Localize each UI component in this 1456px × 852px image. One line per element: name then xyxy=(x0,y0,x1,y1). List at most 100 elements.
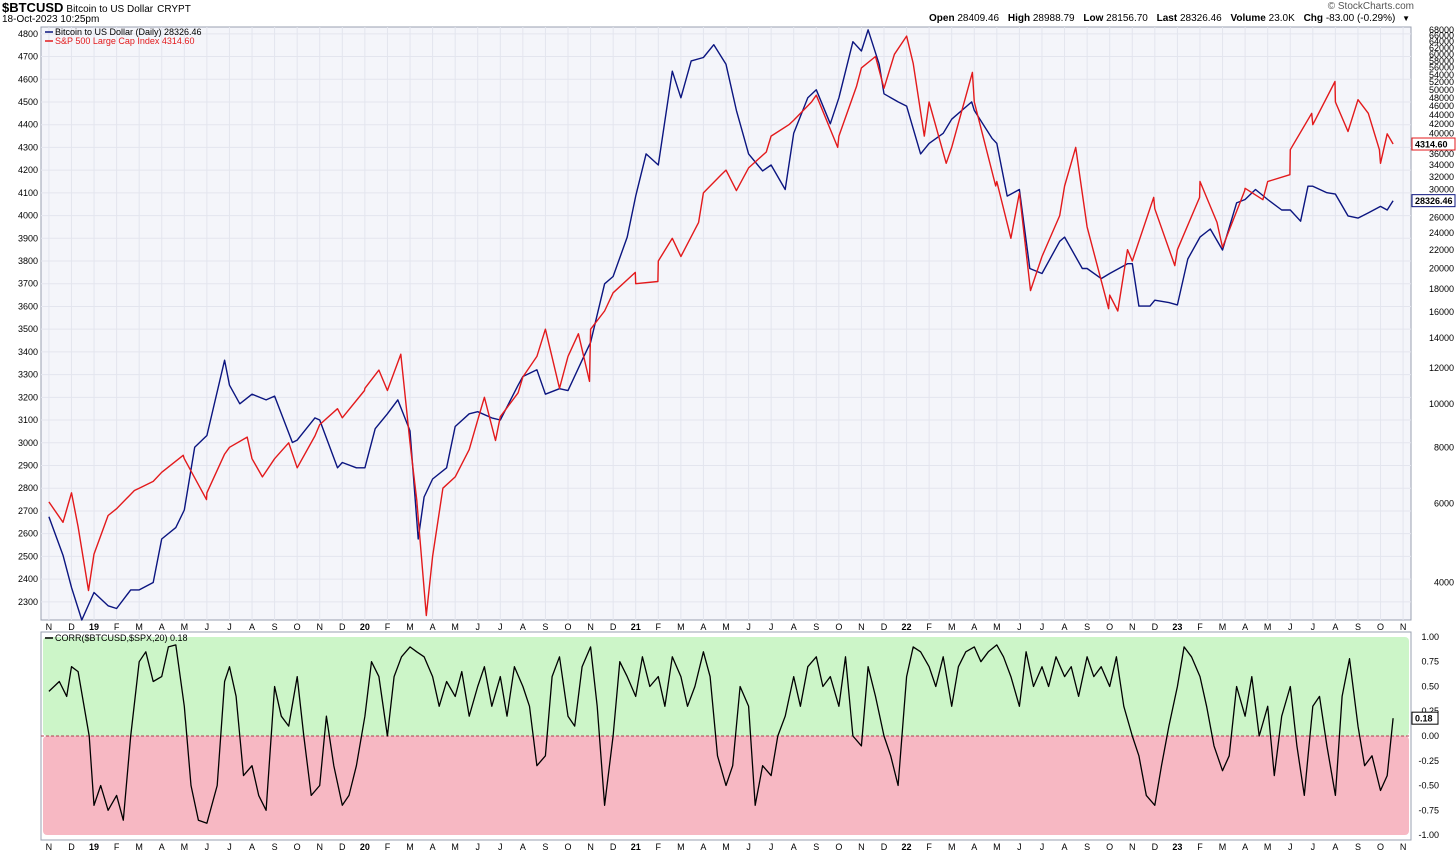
x-tick-label: 23 xyxy=(1172,622,1182,632)
x-tick-label-bottom: M xyxy=(135,842,143,852)
x-tick-label-bottom: N xyxy=(46,842,53,852)
x-tick-label: M xyxy=(135,622,143,632)
left-tick-label: 2800 xyxy=(18,483,38,493)
x-tick-label: J xyxy=(1017,622,1022,632)
right-tick-label: 68000 xyxy=(1429,25,1454,35)
btc-line xyxy=(48,29,1394,621)
x-tick-label: N xyxy=(316,622,323,632)
x-tick-label-bottom: A xyxy=(971,842,977,852)
price-series-lines: 28326.46 4314.60 xyxy=(48,29,1456,621)
x-tick-label-bottom: A xyxy=(1242,842,1248,852)
x-tick-label: A xyxy=(1062,622,1068,632)
x-tick-label-bottom: M xyxy=(181,842,189,852)
x-tick-label: 22 xyxy=(902,622,912,632)
x-tick-label-bottom: M xyxy=(993,842,1001,852)
x-tick-label: N xyxy=(1400,622,1407,632)
x-tick-label: S xyxy=(813,622,819,632)
volume-value: 23.0K xyxy=(1268,13,1295,24)
right-tick-label: 42000 xyxy=(1429,119,1454,129)
x-tick-label: F xyxy=(385,622,391,632)
right-tick-label: 8000 xyxy=(1434,442,1454,452)
left-tick-label: 2700 xyxy=(18,506,38,516)
x-tick-label: 21 xyxy=(631,622,641,632)
left-tick-label: 3000 xyxy=(18,438,38,448)
x-tick-label-bottom: S xyxy=(272,842,278,852)
right-tick-label: 60000 xyxy=(1429,49,1454,59)
x-tick-label-bottom: M xyxy=(948,842,956,852)
x-tick-label-bottom: 23 xyxy=(1172,842,1182,852)
right-tick-label: 4000 xyxy=(1434,577,1454,587)
x-tick-label: A xyxy=(249,622,255,632)
left-tick-label: 3600 xyxy=(18,301,38,311)
x-tick-label-bottom: M xyxy=(1219,842,1227,852)
x-tick-label-bottom: D xyxy=(610,842,617,852)
right-tick-label: 44000 xyxy=(1429,110,1454,120)
left-tick-label: 2300 xyxy=(18,597,38,607)
x-tick-label: J xyxy=(205,622,210,632)
right-tick-label: 48000 xyxy=(1429,93,1454,103)
left-tick-label: 3200 xyxy=(18,392,38,402)
x-tick-label: F xyxy=(114,622,120,632)
left-tick-label: 4200 xyxy=(18,165,38,175)
x-tick-label: M xyxy=(451,622,459,632)
positive-zone xyxy=(43,636,1409,736)
x-tick-label-bottom: A xyxy=(1062,842,1068,852)
left-tick-label: 4600 xyxy=(18,74,38,84)
right-tick-label: 64000 xyxy=(1429,37,1454,47)
right-tick-label: 58000 xyxy=(1429,56,1454,66)
x-tick-label: F xyxy=(656,622,662,632)
x-tick-label-bottom: 20 xyxy=(360,842,370,852)
left-tick-label: 4700 xyxy=(18,52,38,62)
volume-label: Volume xyxy=(1230,13,1266,24)
left-tick-label: 2600 xyxy=(18,529,38,539)
x-tick-label-bottom: S xyxy=(1355,842,1361,852)
x-tick-label: J xyxy=(227,622,232,632)
corr-last-tag: 0.18 xyxy=(1411,711,1439,725)
x-tick-label-bottom: J xyxy=(1311,842,1316,852)
left-tick-label: 2400 xyxy=(18,574,38,584)
x-tick-label-bottom: O xyxy=(835,842,842,852)
x-tick-label-bottom: O xyxy=(1377,842,1384,852)
left-tick-label: 3800 xyxy=(18,256,38,266)
corr-last-tag-box xyxy=(1411,711,1439,725)
x-tick-label: J xyxy=(1311,622,1316,632)
x-tick-label: A xyxy=(430,622,436,632)
left-tick-label: 3900 xyxy=(18,233,38,243)
x-tick-label: A xyxy=(159,622,165,632)
x-tick-label: A xyxy=(791,622,797,632)
low-value: 28156.70 xyxy=(1106,13,1148,24)
x-tick-label: M xyxy=(722,622,730,632)
x-tick-label: D xyxy=(68,622,75,632)
x-tick-label: F xyxy=(1197,622,1203,632)
last-tag-value: 4314.60 xyxy=(1415,140,1448,150)
corr-tick-label: 0.75 xyxy=(1421,657,1439,667)
x-tick-label-bottom: J xyxy=(1040,842,1045,852)
x-tick-label-bottom: M xyxy=(406,842,414,852)
x-tick-label-bottom: A xyxy=(520,842,526,852)
x-tick-label: M xyxy=(993,622,1001,632)
left-tick-label: 3400 xyxy=(18,347,38,357)
spx-last-tag: 4314.60 xyxy=(1411,137,1456,151)
right-tick-label: 26000 xyxy=(1429,212,1454,222)
dropdown-icon[interactable]: ▼ xyxy=(1402,14,1410,23)
corr-tick-label: -0.75 xyxy=(1418,805,1439,815)
left-tick-label: 4000 xyxy=(18,211,38,221)
x-tick-label-bottom: M xyxy=(722,842,730,852)
datetime-label: 18-Oct-2023 10:25pm xyxy=(2,14,100,25)
right-tick-label: 54000 xyxy=(1429,70,1454,80)
x-tick-label-bottom: J xyxy=(498,842,503,852)
left-tick-label: 4800 xyxy=(18,29,38,39)
x-tick-label-bottom: 21 xyxy=(631,842,641,852)
right-tick-label: 20000 xyxy=(1429,264,1454,274)
left-tick-label: 3100 xyxy=(18,415,38,425)
correlation-line xyxy=(48,644,1394,824)
left-tick-label: 2500 xyxy=(18,551,38,561)
x-tick-label-bottom: F xyxy=(114,842,120,852)
x-tick-label-bottom: J xyxy=(769,842,774,852)
last-value: 28326.46 xyxy=(1179,13,1222,24)
right-tick-label: 52000 xyxy=(1429,77,1454,87)
high-label: High xyxy=(1007,13,1031,24)
symbol-name: Bitcoin to US Dollar xyxy=(66,4,154,15)
price-grid xyxy=(41,27,1411,620)
x-tick-label-bottom: A xyxy=(249,842,255,852)
